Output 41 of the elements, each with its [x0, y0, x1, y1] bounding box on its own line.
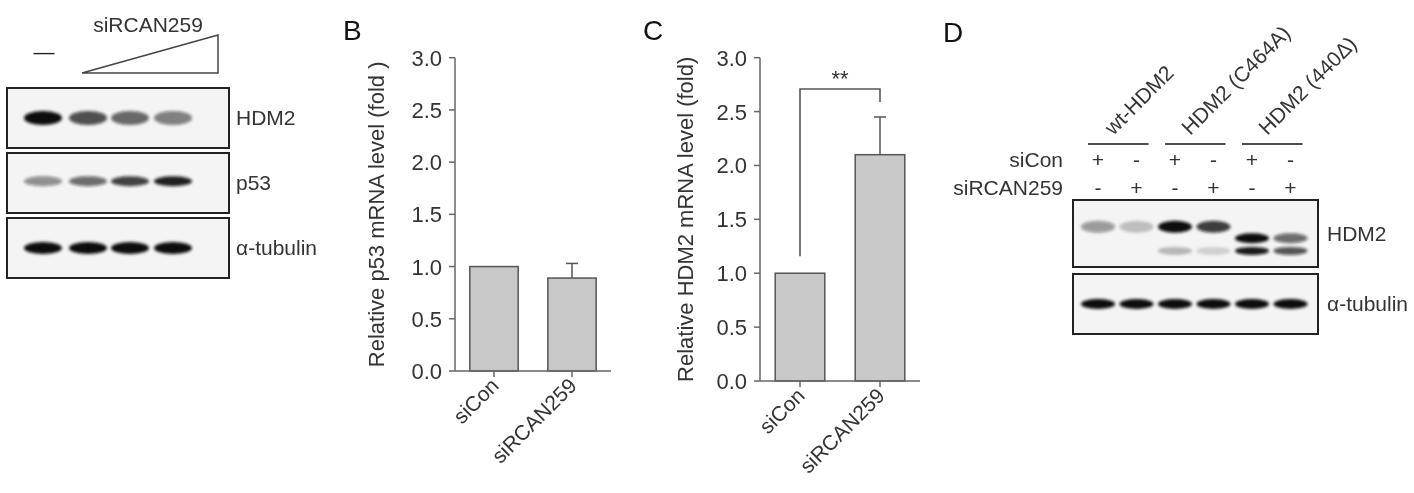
y-tick-label: 3.0: [411, 45, 442, 71]
text: +: [1284, 176, 1297, 199]
text: +: [1091, 148, 1105, 171]
y-tick-label: 1.0: [411, 254, 442, 280]
y-tick-label: 2.0: [716, 153, 747, 179]
text: siRCAN259: [93, 13, 203, 36]
y-tick-label: 3.0: [716, 45, 747, 71]
y-tick-label: 1.0: [716, 261, 747, 287]
y-tick-label: 0.5: [411, 306, 442, 332]
category-label: siCon: [1009, 148, 1063, 171]
y-axis-title: Relative HDM2 mRNA level (fold): [673, 56, 698, 382]
chart-title: B: [343, 15, 362, 46]
text: -: [1171, 176, 1179, 199]
text: α-tubulin: [1327, 292, 1409, 315]
category-label: siRCAN259: [953, 176, 1063, 199]
text: D: [943, 17, 964, 48]
text: -: [1210, 148, 1217, 171]
text: HDM2: [1327, 221, 1387, 245]
y-tick-label: 2.0: [411, 150, 442, 176]
y-tick-label: 0.0: [411, 359, 442, 384]
text: -: [1287, 148, 1294, 171]
text: —: [33, 40, 55, 63]
text: +: [1207, 176, 1220, 199]
text: +: [1130, 176, 1143, 199]
text: +: [1168, 148, 1182, 171]
annotation: **: [831, 65, 849, 91]
text: -: [1248, 176, 1256, 199]
y-tick-label: 2.5: [716, 99, 747, 125]
text: +: [1245, 148, 1259, 171]
text: -: [1094, 176, 1102, 199]
text: p53: [236, 171, 272, 194]
y-tick-label: 0.5: [716, 315, 747, 341]
y-axis-title: Relative p53 mRNA level (fold ): [364, 61, 389, 368]
y-tick-label: 2.5: [411, 97, 442, 123]
text: α-tubulin: [236, 236, 318, 259]
chart-title: C: [643, 15, 664, 46]
y-tick-label: 1.5: [716, 207, 747, 233]
y-tick-label: 0.0: [716, 369, 747, 394]
text: -: [1133, 148, 1140, 171]
y-tick-label: 1.5: [411, 202, 442, 228]
text: HDM2: [236, 106, 296, 129]
